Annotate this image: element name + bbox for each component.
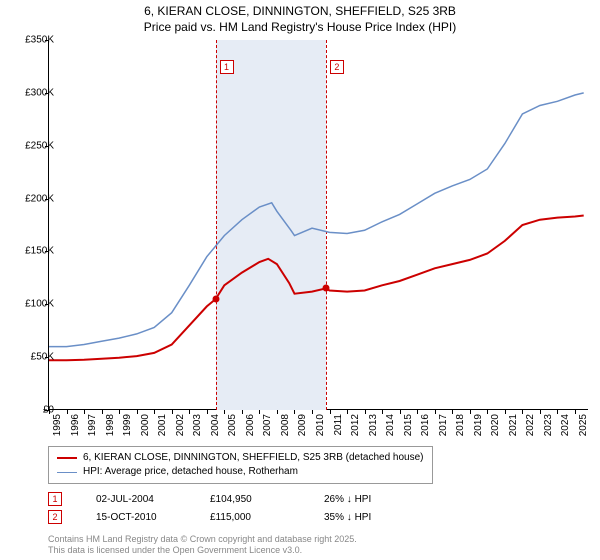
xtick-mark: [154, 410, 155, 414]
xtick-label: 2023: [543, 414, 554, 436]
ytick-label: £350K: [25, 35, 54, 46]
xtick-label: 1996: [70, 414, 81, 436]
copyright-line-2: This data is licensed under the Open Gov…: [48, 545, 357, 556]
sale-marker-2: 2: [48, 510, 62, 524]
xtick-label: 1997: [87, 414, 98, 436]
xtick-label: 2008: [280, 414, 291, 436]
xtick-mark: [102, 410, 103, 414]
legend-item-1: 6, KIERAN CLOSE, DINNINGTON, SHEFFIELD, …: [57, 451, 424, 465]
sale-date-2: 15-OCT-2010: [96, 512, 176, 523]
xtick-mark: [119, 410, 120, 414]
title-line-1: 6, KIERAN CLOSE, DINNINGTON, SHEFFIELD, …: [0, 4, 600, 20]
chart-title: 6, KIERAN CLOSE, DINNINGTON, SHEFFIELD, …: [0, 0, 600, 35]
sale-delta-2: 35% ↓ HPI: [324, 512, 404, 523]
xtick-mark: [400, 410, 401, 414]
xtick-mark: [435, 410, 436, 414]
xtick-label: 1999: [122, 414, 133, 436]
ytick-label: £100K: [25, 299, 54, 310]
xtick-mark: [557, 410, 558, 414]
sale-rows: 1 02-JUL-2004 £104,950 26% ↓ HPI 2 15-OC…: [48, 490, 404, 526]
xtick-label: 2024: [560, 414, 571, 436]
xtick-label: 2014: [385, 414, 396, 436]
series-hpi: [49, 93, 584, 347]
xtick-label: 2013: [368, 414, 379, 436]
xtick-mark: [84, 410, 85, 414]
copyright-line-1: Contains HM Land Registry data © Crown c…: [48, 534, 357, 545]
xtick-label: 1995: [52, 414, 63, 436]
xtick-mark: [172, 410, 173, 414]
xtick-mark: [505, 410, 506, 414]
sale-dot-1: [212, 296, 219, 303]
sale-price-1: £104,950: [210, 494, 290, 505]
xtick-mark: [137, 410, 138, 414]
xtick-mark: [189, 410, 190, 414]
ytick-label: £300K: [25, 87, 54, 98]
xtick-label: 2002: [175, 414, 186, 436]
xtick-mark: [294, 410, 295, 414]
xtick-label: 2020: [490, 414, 501, 436]
legend-label-1: 6, KIERAN CLOSE, DINNINGTON, SHEFFIELD, …: [83, 451, 424, 465]
xtick-mark: [330, 410, 331, 414]
xtick-mark: [522, 410, 523, 414]
xtick-mark: [365, 410, 366, 414]
xtick-label: 2006: [245, 414, 256, 436]
xtick-mark: [487, 410, 488, 414]
xtick-mark: [575, 410, 576, 414]
sale-dot-2: [322, 285, 329, 292]
sale-row-1: 1 02-JUL-2004 £104,950 26% ↓ HPI: [48, 490, 404, 508]
ytick-label: £0: [43, 405, 54, 416]
xtick-mark: [540, 410, 541, 414]
legend-label-2: HPI: Average price, detached house, Roth…: [83, 465, 298, 479]
xtick-mark: [452, 410, 453, 414]
xtick-label: 2018: [455, 414, 466, 436]
xtick-label: 2007: [262, 414, 273, 436]
xtick-mark: [347, 410, 348, 414]
xtick-label: 2004: [210, 414, 221, 436]
copyright: Contains HM Land Registry data © Crown c…: [48, 534, 357, 556]
ytick-label: £200K: [25, 193, 54, 204]
xtick-mark: [382, 410, 383, 414]
legend: 6, KIERAN CLOSE, DINNINGTON, SHEFFIELD, …: [48, 446, 433, 484]
xtick-mark: [470, 410, 471, 414]
xtick-mark: [224, 410, 225, 414]
plot-area: 1 2 199519961997199819992000200120022003…: [48, 40, 588, 410]
xtick-mark: [259, 410, 260, 414]
sale-delta-1: 26% ↓ HPI: [324, 494, 404, 505]
xtick-mark: [312, 410, 313, 414]
xtick-mark: [277, 410, 278, 414]
series-price-paid: [49, 216, 584, 361]
sale-date-1: 02-JUL-2004: [96, 494, 176, 505]
ytick-label: £150K: [25, 246, 54, 257]
xtick-label: 2001: [157, 414, 168, 436]
xtick-mark: [207, 410, 208, 414]
title-line-2: Price paid vs. HM Land Registry's House …: [0, 20, 600, 36]
xtick-label: 1998: [105, 414, 116, 436]
ytick-label: £250K: [25, 140, 54, 151]
xtick-label: 2011: [333, 414, 344, 436]
xtick-label: 2009: [297, 414, 308, 436]
xtick-mark: [417, 410, 418, 414]
xtick-label: 2017: [438, 414, 449, 436]
line-layer: [49, 40, 589, 410]
xtick-label: 2003: [192, 414, 203, 436]
xtick-mark: [242, 410, 243, 414]
xtick-label: 2025: [578, 414, 589, 436]
sale-marker-1: 1: [48, 492, 62, 506]
legend-swatch-2: [57, 472, 77, 473]
xtick-label: 2005: [227, 414, 238, 436]
xtick-mark: [67, 410, 68, 414]
xtick-label: 2012: [350, 414, 361, 436]
legend-swatch-1: [57, 457, 77, 459]
sale-row-2: 2 15-OCT-2010 £115,000 35% ↓ HPI: [48, 508, 404, 526]
xtick-label: 2000: [140, 414, 151, 436]
ytick-label: £50K: [31, 352, 54, 363]
xtick-label: 2022: [525, 414, 536, 436]
xtick-label: 2010: [315, 414, 326, 436]
legend-item-2: HPI: Average price, detached house, Roth…: [57, 465, 424, 479]
xtick-label: 2016: [420, 414, 431, 436]
sale-price-2: £115,000: [210, 512, 290, 523]
xtick-label: 2015: [403, 414, 414, 436]
xtick-label: 2021: [508, 414, 519, 436]
xtick-label: 2019: [473, 414, 484, 436]
